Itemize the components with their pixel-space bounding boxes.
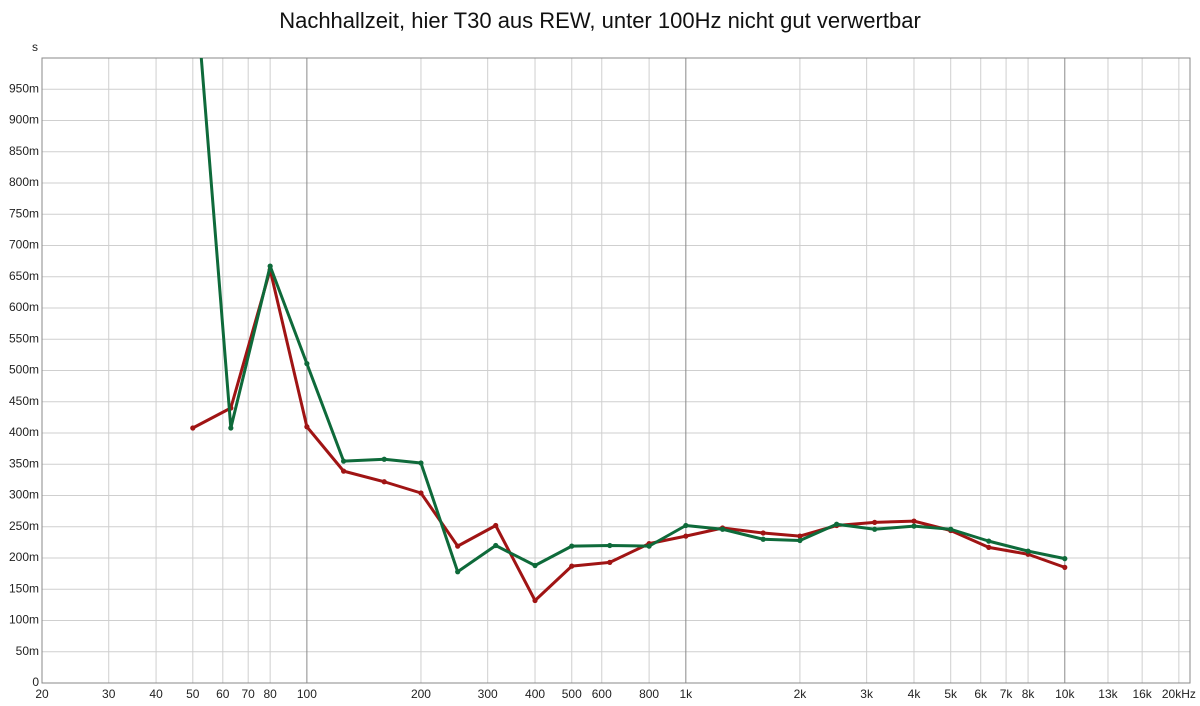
data-point: [646, 543, 652, 549]
data-point: [683, 522, 689, 529]
x-tick-label: 50: [186, 687, 200, 701]
x-tick-label: 4k: [908, 687, 922, 701]
data-point: [418, 490, 424, 496]
data-point: [911, 518, 917, 524]
x-tick-label: 5k: [944, 687, 958, 701]
x-tick-label: 20kHz: [1162, 687, 1196, 701]
data-point: [986, 538, 992, 544]
y-tick-label: 600m: [9, 300, 39, 314]
y-tick-label: 750m: [9, 206, 39, 220]
data-point: [267, 263, 273, 269]
x-tick-label: 10k: [1055, 687, 1075, 701]
data-point: [569, 543, 575, 549]
x-tick-label: 20: [35, 687, 49, 701]
y-tick-label: 900m: [9, 113, 39, 127]
y-tick-label: 550m: [9, 331, 39, 345]
x-tick-label: 400: [525, 687, 545, 701]
x-tick-label: 8k: [1022, 687, 1036, 701]
x-tick-label: 60: [216, 687, 230, 701]
x-tick-label: 100: [297, 687, 317, 701]
data-point: [1062, 564, 1068, 570]
data-point: [607, 559, 613, 565]
x-tick-label: 800: [639, 687, 659, 701]
data-point: [381, 456, 387, 462]
chart-title: Nachhallzeit, hier T30 aus REW, unter 10…: [279, 8, 921, 33]
data-point: [948, 526, 954, 532]
data-point: [911, 523, 917, 529]
y-tick-label: 200m: [9, 550, 39, 564]
y-tick-label: 800m: [9, 175, 39, 189]
series-line: [199, 58, 1066, 574]
x-tick-label: 1k: [679, 687, 693, 701]
data-point: [190, 425, 196, 431]
y-tick-label: 650m: [9, 269, 39, 283]
y-tick-label: 250m: [9, 519, 39, 533]
data-point: [760, 530, 766, 536]
data-point: [418, 460, 424, 466]
x-tick-label: 13k: [1098, 687, 1118, 701]
x-tick-label: 70: [241, 687, 255, 701]
data-point: [1062, 556, 1068, 562]
x-tick-label: 80: [263, 687, 277, 701]
y-axis-label: s: [32, 40, 38, 54]
y-tick-label: 400m: [9, 425, 39, 439]
data-point: [341, 468, 347, 474]
x-tick-label: 500: [562, 687, 582, 701]
data-point: [304, 361, 310, 367]
data-point: [228, 425, 234, 431]
y-tick-label: 500m: [9, 363, 39, 377]
data-point: [304, 424, 310, 430]
data-point: [719, 526, 726, 532]
y-tick-label: 850m: [9, 144, 39, 158]
y-tick-label: 450m: [9, 394, 39, 408]
x-tick-label: 3k: [860, 687, 874, 701]
data-point: [532, 597, 538, 604]
y-tick-label: 350m: [9, 456, 39, 470]
data-point: [455, 569, 461, 575]
data-point: [1025, 548, 1031, 554]
x-tick-label: 200: [411, 687, 431, 701]
x-tick-label: 300: [478, 687, 498, 701]
data-point: [872, 519, 878, 525]
data-point: [683, 533, 689, 539]
x-tick-label: 2k: [794, 687, 808, 701]
x-tick-label: 30: [102, 687, 116, 701]
data-point: [569, 563, 575, 569]
plot-layer: [190, 58, 1068, 604]
y-tick-label: 0: [32, 675, 39, 689]
data-point: [797, 537, 803, 544]
x-tick-label: 16k: [1132, 687, 1152, 701]
data-point: [760, 536, 766, 542]
data-point: [341, 458, 347, 464]
data-point: [607, 542, 613, 549]
y-tick-label: 300m: [9, 488, 39, 502]
plot-border: [41, 57, 1191, 684]
y-tick-label: 150m: [9, 581, 39, 595]
data-point: [834, 521, 840, 527]
data-point: [986, 544, 992, 550]
data-point: [872, 526, 878, 532]
data-point: [455, 543, 461, 549]
series-line: [192, 268, 1066, 602]
y-tick-label: 100m: [9, 613, 39, 627]
data-point: [797, 533, 803, 539]
x-tick-label: 40: [149, 687, 163, 701]
x-tick-label: 6k: [974, 687, 988, 701]
y-tick-label: 700m: [9, 238, 39, 252]
data-point: [532, 562, 538, 569]
y-tick-label: 950m: [9, 81, 39, 95]
x-tick-label: 7k: [1000, 687, 1014, 701]
x-tick-label: 600: [592, 687, 612, 701]
data-point: [493, 522, 499, 529]
data-point: [381, 479, 387, 485]
y-tick-label: 50m: [16, 644, 39, 658]
data-point: [493, 542, 499, 549]
